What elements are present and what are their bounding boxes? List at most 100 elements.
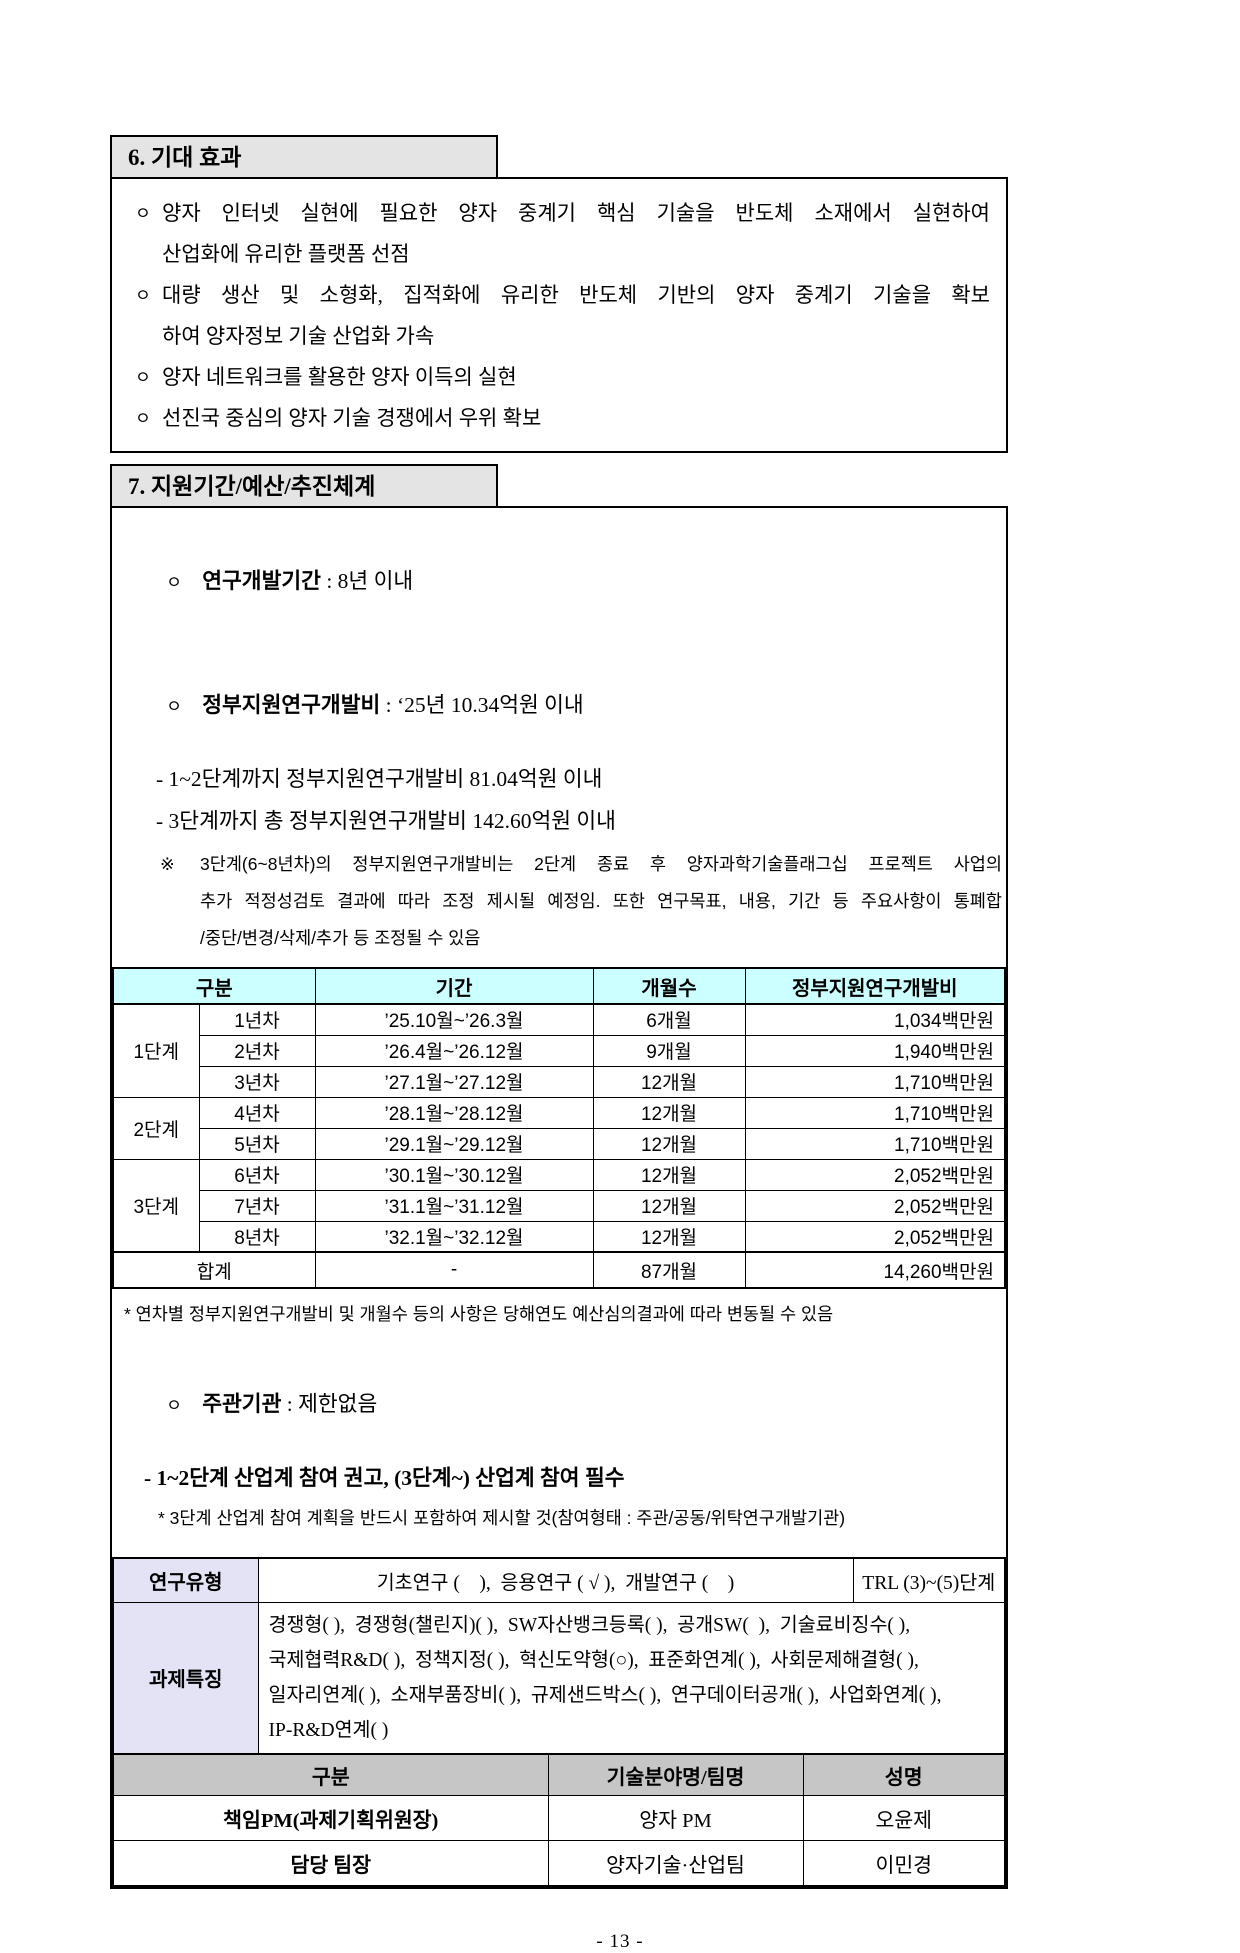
months-cell: 12개월 xyxy=(592,1189,746,1222)
stage-cell: 2단계 xyxy=(112,1096,200,1160)
budget-header-category: 구분 xyxy=(112,967,316,1005)
bullet-line: 하여 양자정보 기술 산업화 가속 xyxy=(162,324,435,348)
year-cell: 8년차 xyxy=(198,1220,316,1253)
gov-budget-sub-line: - 1~2단계까지 정부지원연구개발비 81.04억원 이내 xyxy=(156,767,603,791)
staff-header-row: 구분 기술분야명/팀명 성명 xyxy=(112,1753,1006,1796)
bullet-marker: ㅇ xyxy=(135,368,151,387)
months-cell: 9개월 xyxy=(592,1034,746,1067)
budget-cell: 1,710백만원 xyxy=(744,1096,1006,1129)
total-months-cell: 87개월 xyxy=(592,1251,746,1289)
budget-table: 구분 기간 개월수 정부지원연구개발비 1단계 1년차 ’25.10월~’26.… xyxy=(112,967,1006,1289)
gov-budget-label: 정부지원연구개발비 xyxy=(202,693,381,717)
year-cell: 4년차 xyxy=(198,1096,316,1129)
budget-cell: 2,052백만원 xyxy=(744,1158,1006,1191)
gov-budget-value: : ‘25년 10.34억원 이내 xyxy=(380,693,584,717)
period-cell: ’29.1월~’29.12월 xyxy=(314,1127,594,1160)
bullet-marker: ㅇ xyxy=(135,286,151,305)
gov-budget-line: ㅇ 정부지원연구개발비 : ‘25년 10.34억원 이내 xyxy=(112,660,1006,752)
page-number: - 13 - xyxy=(596,1930,644,1952)
note-line: 추가 적정성검토 결과에 따라 조정 제시될 예정임. 또한 연구목표, 내용,… xyxy=(200,891,1002,911)
year-cell: 3년차 xyxy=(198,1065,316,1098)
bullet-item: ㅇ 선진국 중심의 양자 기술 경쟁에서 우위 확보 xyxy=(124,398,990,439)
task-features-row: 과제특징 경쟁형( ), 경쟁형(챌린지)( ), SW자산뱅크등록( ), 공… xyxy=(112,1601,1006,1754)
total-label-cell: 합계 xyxy=(112,1251,316,1289)
staff-header-team: 기술분야명/팀명 xyxy=(547,1753,804,1796)
research-type-value: 기초연구 ( ), 응용연구 ( √ ), 개발연구 ( ) xyxy=(257,1557,854,1603)
months-cell: 6개월 xyxy=(592,1003,746,1036)
host-org-label: 주관기관 xyxy=(202,1392,282,1416)
period-cell: ’32.1월~’32.12월 xyxy=(314,1220,594,1253)
period-cell: ’31.1월~’31.12월 xyxy=(314,1189,594,1222)
budget-header-period: 기간 xyxy=(314,967,594,1005)
months-cell: 12개월 xyxy=(592,1127,746,1160)
staff-name-cell: 오윤제 xyxy=(802,1795,1006,1841)
rnd-period-value: : 8년 이내 xyxy=(320,569,414,593)
staff-team-cell: 양자기술·산업팀 xyxy=(547,1840,804,1886)
budget-table-header-row: 구분 기간 개월수 정부지원연구개발비 xyxy=(112,967,1006,1005)
host-org-value: : 제한없음 xyxy=(281,1392,378,1416)
bullet-text: 선진국 중심의 양자 기술 경쟁에서 우위 확보 xyxy=(162,398,990,439)
table-row: 2단계 4년차 ’28.1월~’28.12월 12개월 1,710백만원 xyxy=(112,1096,1006,1160)
bullet-text: 양자 인터넷 실현에 필요한 양자 중계기 핵심 기술을 반도체 소재에서 실현… xyxy=(162,193,990,275)
total-period-cell: - xyxy=(314,1251,594,1289)
task-features-line: 국제협력R&D( ), 정책지정( ), 혁신도약형(○), 표준화연계( ),… xyxy=(268,1649,919,1671)
bullet-line: 양자 네트워크를 활용한 양자 이득의 실현 xyxy=(162,365,517,389)
year-cell: 1년차 xyxy=(198,1003,316,1036)
budget-cell: 1,034백만원 xyxy=(744,1003,1006,1036)
document-page: 6. 기대 효과 ㅇ 양자 인터넷 실현에 필요한 양자 중계기 핵심 기술을 … xyxy=(110,0,1008,1889)
budget-cell: 1,940백만원 xyxy=(744,1034,1006,1067)
budget-note: ※ 3단계(6~8년차)의 정부지원연구개발비는 2단계 종료 후 양자과학기술… xyxy=(112,846,1006,957)
period-cell: ’25.10월~’26.3월 xyxy=(314,1003,594,1036)
host-org-line: ㅇ 주관기관 : 제한없음 xyxy=(112,1359,1006,1451)
period-cell: ’30.1월~’30.12월 xyxy=(314,1158,594,1191)
staff-role-cell: 담당 팀장 xyxy=(112,1840,549,1886)
bullet-line: 대량 생산 및 소형화, 집적화에 유리한 반도체 기반의 양자 중계기 기술을… xyxy=(162,283,990,307)
months-cell: 12개월 xyxy=(592,1158,746,1191)
period-cell: ’26.4월~’26.12월 xyxy=(314,1034,594,1067)
staff-row: 담당 팀장 양자기술·산업팀 이민경 xyxy=(112,1840,1006,1886)
section7-title: 7. 지원기간/예산/추진체계 xyxy=(128,474,376,499)
note-line: 3단계(6~8년차)의 정부지원연구개발비는 2단계 종료 후 양자과학기술플래… xyxy=(200,854,1002,874)
staff-header-category: 구분 xyxy=(112,1753,549,1796)
section6-body: ㅇ 양자 인터넷 실현에 필요한 양자 중계기 핵심 기술을 반도체 소재에서 … xyxy=(110,177,1008,453)
staff-row: 책임PM(과제기획위원장) 양자 PM 오윤제 xyxy=(112,1795,1006,1841)
table-row: 5년차 ’29.1월~’29.12월 12개월 1,710백만원 xyxy=(113,1127,1006,1160)
research-type-row: 연구유형 기초연구 ( ), 응용연구 ( √ ), 개발연구 ( ) TRL … xyxy=(112,1557,1006,1603)
year-cell: 2년차 xyxy=(198,1034,316,1067)
stage-cell: 3단계 xyxy=(112,1158,200,1253)
section7-header: 7. 지원기간/예산/추진체계 xyxy=(110,464,498,508)
research-type-table: 연구유형 기초연구 ( ), 응용연구 ( √ ), 개발연구 ( ) TRL … xyxy=(112,1557,1006,1755)
bullet-marker: ㅇ xyxy=(135,204,151,223)
circle-marker: ㅇ xyxy=(166,697,182,716)
circle-marker: ㅇ xyxy=(166,1396,182,1415)
period-cell: ’28.1월~’28.12월 xyxy=(314,1096,594,1129)
budget-cell: 1,710백만원 xyxy=(744,1127,1006,1160)
section6-header: 6. 기대 효과 xyxy=(110,135,498,179)
industry-participation-line: - 1~2단계 산업계 참여 권고, (3단계~) 산업계 참여 필수 xyxy=(144,1466,625,1490)
bullet-item: ㅇ 양자 인터넷 실현에 필요한 양자 중계기 핵심 기술을 반도체 소재에서 … xyxy=(124,193,990,275)
months-cell: 12개월 xyxy=(592,1096,746,1129)
section7-body: ㅇ 연구개발기간 : 8년 이내 ㅇ 정부지원연구개발비 : ‘25년 10.34억… xyxy=(110,506,1008,1889)
table-row: 1단계 1년차 ’25.10월~’26.3월 6개월 1,034백만원 xyxy=(112,1003,1006,1098)
budget-header-months: 개월수 xyxy=(592,967,746,1005)
budget-table-footnote: * 연차별 정부지원연구개발비 및 개월수 등의 사항은 당해연도 예산심의결과… xyxy=(124,1304,834,1324)
bullet-item: ㅇ 대량 생산 및 소형화, 집적화에 유리한 반도체 기반의 양자 중계기 기… xyxy=(124,275,990,357)
bullet-line: 선진국 중심의 양자 기술 경쟁에서 우위 확보 xyxy=(162,406,542,430)
industry-participation-note: * 3단계 산업계 참여 계획을 반드시 포함하여 제시할 것(참여형태 : 주… xyxy=(158,1508,846,1528)
bullet-marker: ㅇ xyxy=(135,409,151,428)
months-cell: 12개월 xyxy=(592,1065,746,1098)
months-cell: 12개월 xyxy=(592,1220,746,1253)
budget-header-budget: 정부지원연구개발비 xyxy=(744,967,1006,1005)
bullet-text: 양자 네트워크를 활용한 양자 이득의 실현 xyxy=(162,357,990,398)
note-line: /중단/변경/삭제/추가 등 조정될 수 있음 xyxy=(200,928,481,948)
circle-marker: ㅇ xyxy=(166,573,182,592)
year-cell: 7년차 xyxy=(198,1189,316,1222)
staff-role-cell: 책임PM(과제기획위원장) xyxy=(112,1795,549,1841)
reference-marker: ※ xyxy=(160,854,175,874)
table-row: 3단계 6년차 ’30.1월~’30.12월 12개월 2,052백만원 xyxy=(112,1158,1006,1253)
total-budget-cell: 14,260백만원 xyxy=(744,1251,1006,1289)
section-gap xyxy=(110,453,1008,464)
period-cell: ’27.1월~’27.12월 xyxy=(314,1065,594,1098)
staff-table: 구분 기술분야명/팀명 성명 책임PM(과제기획위원장) 양자 PM 오윤제 담… xyxy=(112,1752,1006,1887)
rnd-period-line: ㅇ 연구개발기간 : 8년 이내 xyxy=(112,536,1006,628)
